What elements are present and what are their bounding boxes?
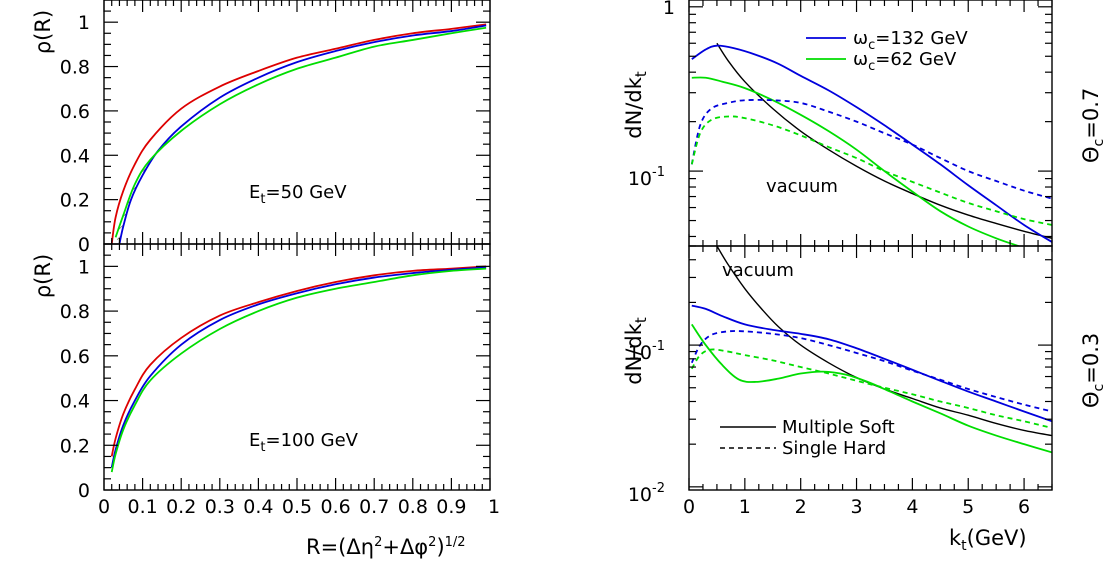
y-tick-label: 0.8 bbox=[60, 301, 90, 323]
y-tick-label: 0.2 bbox=[60, 190, 90, 212]
series-line-left-top-2 bbox=[114, 26, 487, 238]
x-tick-label: 3 bbox=[850, 496, 862, 518]
x-tick-label: 0.3 bbox=[205, 496, 235, 518]
y-tick-label: 10-2 bbox=[628, 481, 665, 506]
x-axis-label: R=(Δη2+Δφ2)1/2 bbox=[306, 535, 466, 559]
y-tick-label: 0.6 bbox=[60, 101, 90, 123]
legend-label: Single Hard bbox=[782, 438, 886, 459]
series-line-right-top-2 bbox=[691, 76, 1019, 246]
y-tick-label: 0.6 bbox=[60, 346, 90, 368]
x-tick-label: 0.6 bbox=[320, 496, 350, 518]
y-tick-label: 0.8 bbox=[60, 57, 90, 79]
series-line-right-top-4 bbox=[690, 115, 1052, 226]
vacuum-label: vacuum bbox=[722, 260, 794, 281]
y-tick-label: 0.4 bbox=[60, 391, 90, 413]
x-tick-label: 6 bbox=[1018, 496, 1030, 518]
x-tick-label: 0 bbox=[683, 496, 695, 518]
x-tick-label: 0.5 bbox=[282, 496, 312, 518]
series-line-left-bottom-2 bbox=[110, 267, 487, 473]
y-tick-label: 0.2 bbox=[60, 435, 90, 457]
series-line-right-top-3 bbox=[690, 98, 1052, 200]
series-line-left-top-1 bbox=[118, 24, 487, 244]
x-tick-label: 0.2 bbox=[166, 496, 196, 518]
series-line-left-top-0 bbox=[110, 23, 487, 244]
x-axis-label: kt(GeV) bbox=[949, 526, 1027, 554]
x-tick-label: 0.8 bbox=[398, 496, 428, 518]
energy-annotation: Et=50 GeV bbox=[249, 182, 347, 207]
plot-area-right-top bbox=[690, 42, 1052, 246]
frame-right-top bbox=[688, 0, 1053, 247]
hatched-band bbox=[115, 150, 158, 244]
y-tick-label: 1 bbox=[663, 0, 675, 19]
series-line-right-bottom-3 bbox=[690, 330, 1052, 413]
series-line-right-bottom-1 bbox=[691, 304, 1052, 423]
legend-label: Multiple Soft bbox=[782, 417, 895, 438]
x-tick-label: 0.9 bbox=[436, 496, 466, 518]
x-tick-label: 0.7 bbox=[359, 496, 389, 518]
y-tick-label: 10-1 bbox=[628, 165, 665, 190]
theta-c-label: Θc=0.7 bbox=[1079, 88, 1107, 163]
y-axis-label: ρ(R) bbox=[31, 254, 55, 298]
plot-area-left-top bbox=[110, 23, 487, 244]
x-tick-label: 4 bbox=[906, 496, 918, 518]
x-tick-label: 0 bbox=[98, 496, 110, 518]
y-axis-label: dN/dkt bbox=[622, 71, 650, 139]
y-tick-label: 1 bbox=[78, 12, 90, 34]
y-axis-label: dN/dkt bbox=[622, 317, 650, 385]
y-tick-label: 0 bbox=[78, 234, 90, 256]
y-tick-label: 0 bbox=[78, 480, 90, 502]
x-tick-label: 1 bbox=[739, 496, 751, 518]
y-tick-label: 10-1 bbox=[628, 339, 665, 364]
series-line-left-bottom-0 bbox=[110, 265, 487, 457]
y-axis-label: ρ(R) bbox=[31, 10, 55, 54]
legend-label: ωc=62 GeV bbox=[853, 49, 957, 74]
y-tick-label: 0.4 bbox=[60, 145, 90, 167]
x-tick-label: 0.1 bbox=[127, 496, 157, 518]
series-line-right-bottom-2 bbox=[691, 323, 1052, 454]
theta-c-label: Θc=0.3 bbox=[1079, 333, 1107, 408]
x-tick-label: 5 bbox=[962, 496, 974, 518]
panel-left-top: 0 0.2 0.4 0.6 0.8 1 ρ(R) Et=50 GeV bbox=[31, 0, 491, 256]
series-line-left-bottom-1 bbox=[110, 266, 487, 468]
x-tick-label: 0.4 bbox=[243, 496, 273, 518]
vacuum-label: vacuum bbox=[766, 176, 838, 197]
x-tick-label: 1 bbox=[488, 496, 500, 518]
plot-area-right-bottom bbox=[690, 246, 1052, 454]
series-line-right-top-1 bbox=[691, 44, 1052, 243]
plot-area-left-bottom bbox=[110, 265, 487, 473]
panel-left-bottom: 0 0.2 0.4 0.6 0.8 1 0 0.1 0.2 0.3 0.4 0.5 0.6 0.7 0.8 0… bbox=[31, 243, 500, 559]
frame-left-bottom bbox=[103, 243, 491, 491]
series-line-right-bottom-4 bbox=[691, 348, 1052, 429]
panel-right-bottom: 10-2 10-1 0 1 2 3 4 5 6 dN/dkt Θc=0.3 vacuum Multipl… bbox=[622, 245, 1107, 554]
x-tick-label: 2 bbox=[795, 496, 807, 518]
energy-annotation: Et=100 GeV bbox=[249, 430, 359, 455]
y-tick-label: 1 bbox=[78, 256, 90, 278]
series-line-right-top-0 bbox=[716, 42, 1052, 239]
legend-label: ωc=132 GeV bbox=[853, 28, 968, 53]
